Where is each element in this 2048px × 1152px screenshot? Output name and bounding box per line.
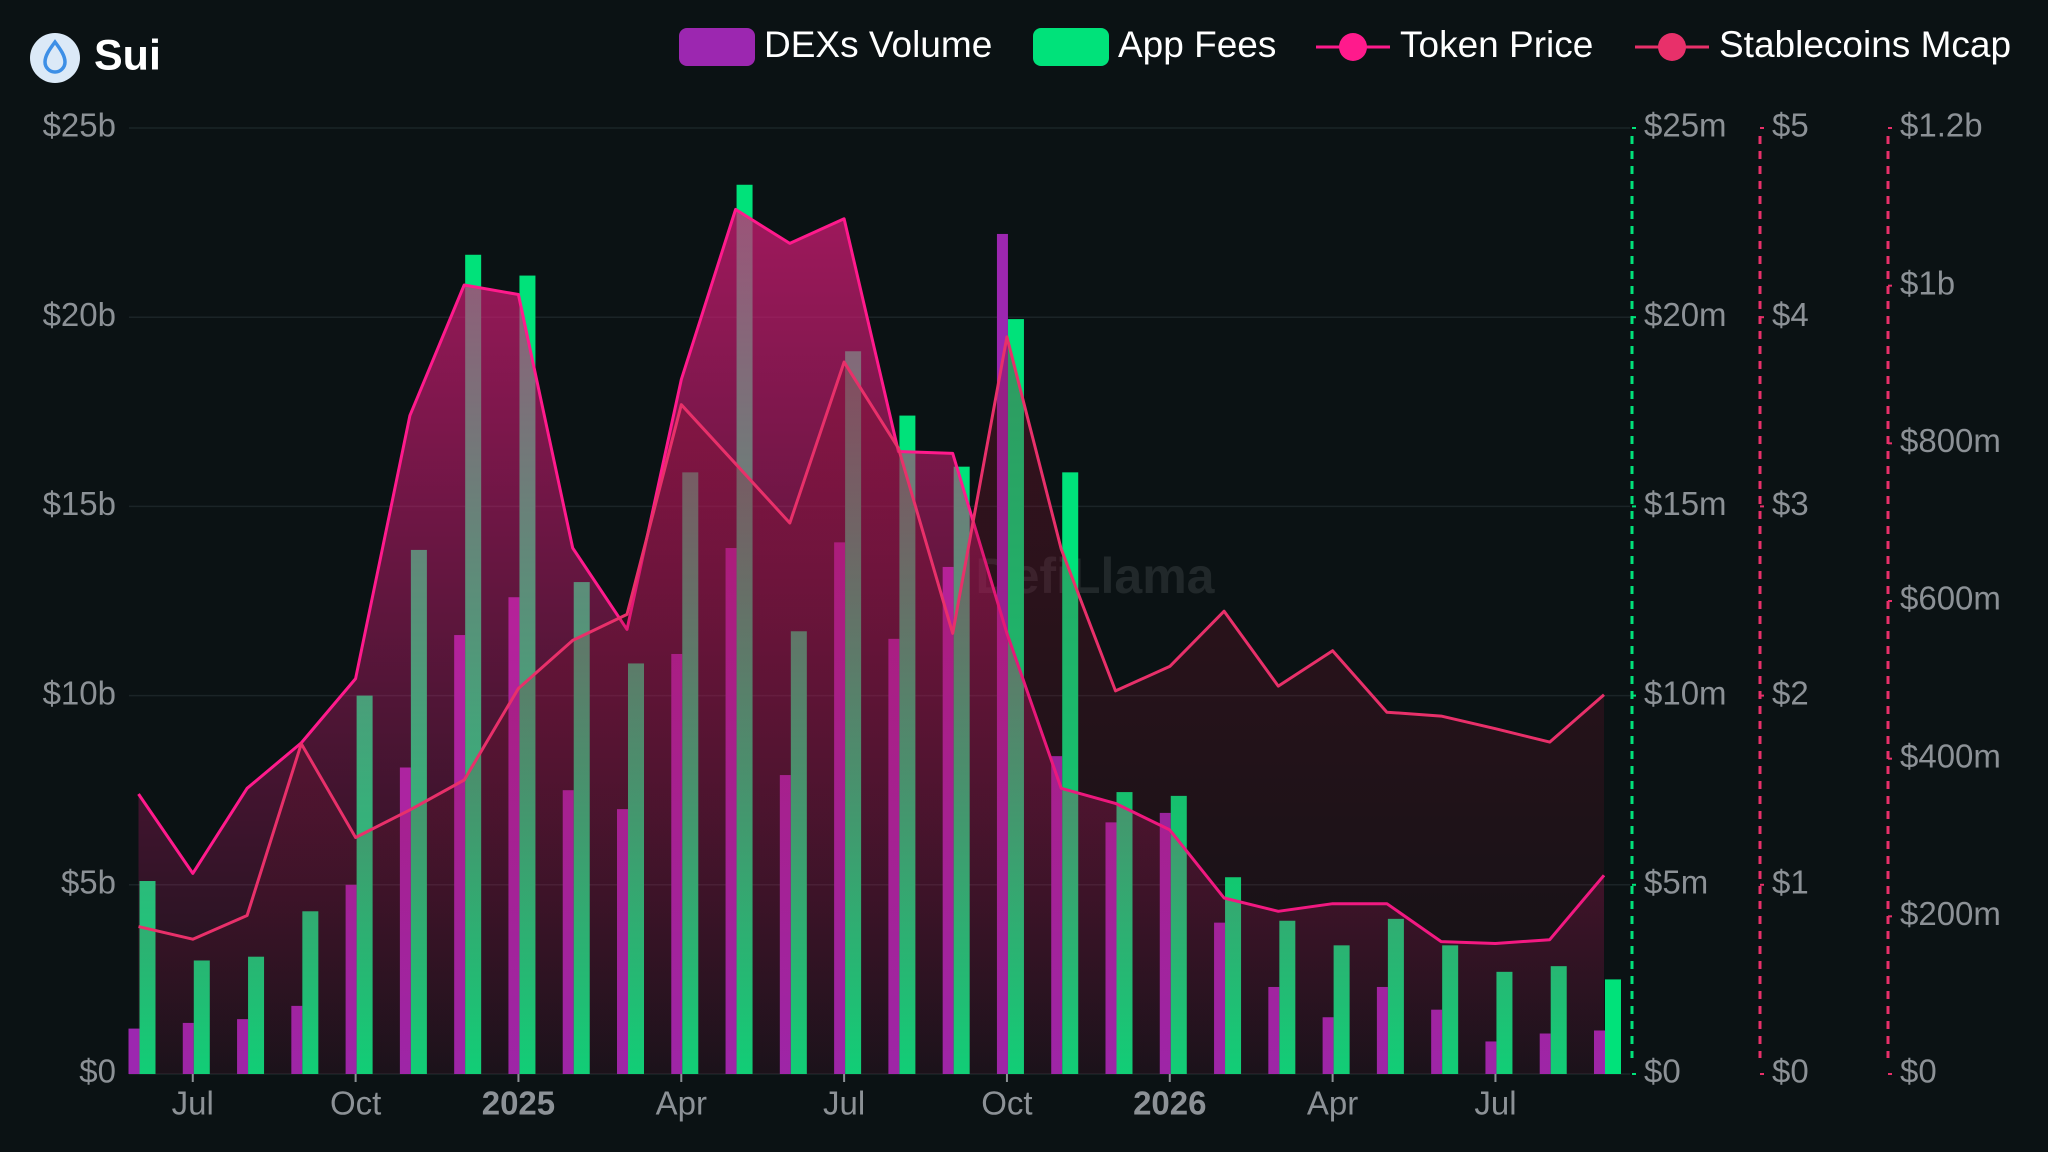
y-tick-label: $400m [1900,737,2001,774]
y-tick-label: $0 [1644,1053,1681,1090]
x-tick-label: Oct [330,1085,381,1122]
x-tick-label: Jul [172,1085,214,1122]
line [138,335,1605,941]
x-tick-label: Apr [1307,1085,1358,1122]
y-tick-label: $1b [1900,264,1955,301]
y-tick-label: $20m [1644,296,1727,333]
legend-label: Stablecoins Mcap [1719,24,2011,65]
legend-swatch [679,28,755,66]
y-tick-label: $15b [43,485,116,522]
y-tick-label: $800m [1900,422,2001,459]
y-tick-label: $20b [43,296,116,333]
chart-title: Sui [94,31,161,79]
y-tick-label: $0 [1772,1053,1809,1090]
y-tick-label: $5b [61,864,116,901]
y-tick-label: $0 [1900,1053,1937,1090]
logo [30,33,80,83]
bar [1605,979,1621,1074]
y-tick-label: $0 [79,1053,116,1090]
y-tick-label: $25b [43,107,116,144]
legend-label: Token Price [1400,24,1593,65]
bar [128,1028,140,1074]
x-tick-label: 2025 [482,1085,555,1122]
y-tick-label: $4 [1772,296,1809,333]
x-tick-label: Jul [1474,1085,1516,1122]
legend: DEXs Volume App Fees Token Price Stablecoin… [679,24,2011,66]
y-tick-label: $1.2b [1900,107,1983,144]
y-tick-label: $10m [1644,674,1727,711]
legend-swatch [1339,33,1367,61]
legend-swatch [1658,33,1686,61]
legend-label: DEXs Volume [764,24,992,65]
y-tick-label: $600m [1900,580,2001,617]
x-tick-label: Jul [823,1085,865,1122]
legend-swatch [1033,28,1109,66]
y-tick-label: $200m [1900,895,2001,932]
x-tick-label: Oct [981,1085,1032,1122]
y-tick-label: $10b [43,674,116,711]
y-tick-label: $5 [1772,107,1809,144]
legend-label: App Fees [1118,24,1276,65]
y-tick-label: $1 [1772,864,1809,901]
x-tick-label: Apr [656,1085,707,1122]
y-tick-label: $5m [1644,864,1708,901]
y-tick-label: $25m [1644,107,1727,144]
x-tick-label: 2026 [1133,1085,1206,1122]
y-tick-label: $2 [1772,674,1809,711]
area [138,336,1604,1074]
y-tick-label: $15m [1644,485,1727,522]
y-tick-label: $3 [1772,485,1809,522]
